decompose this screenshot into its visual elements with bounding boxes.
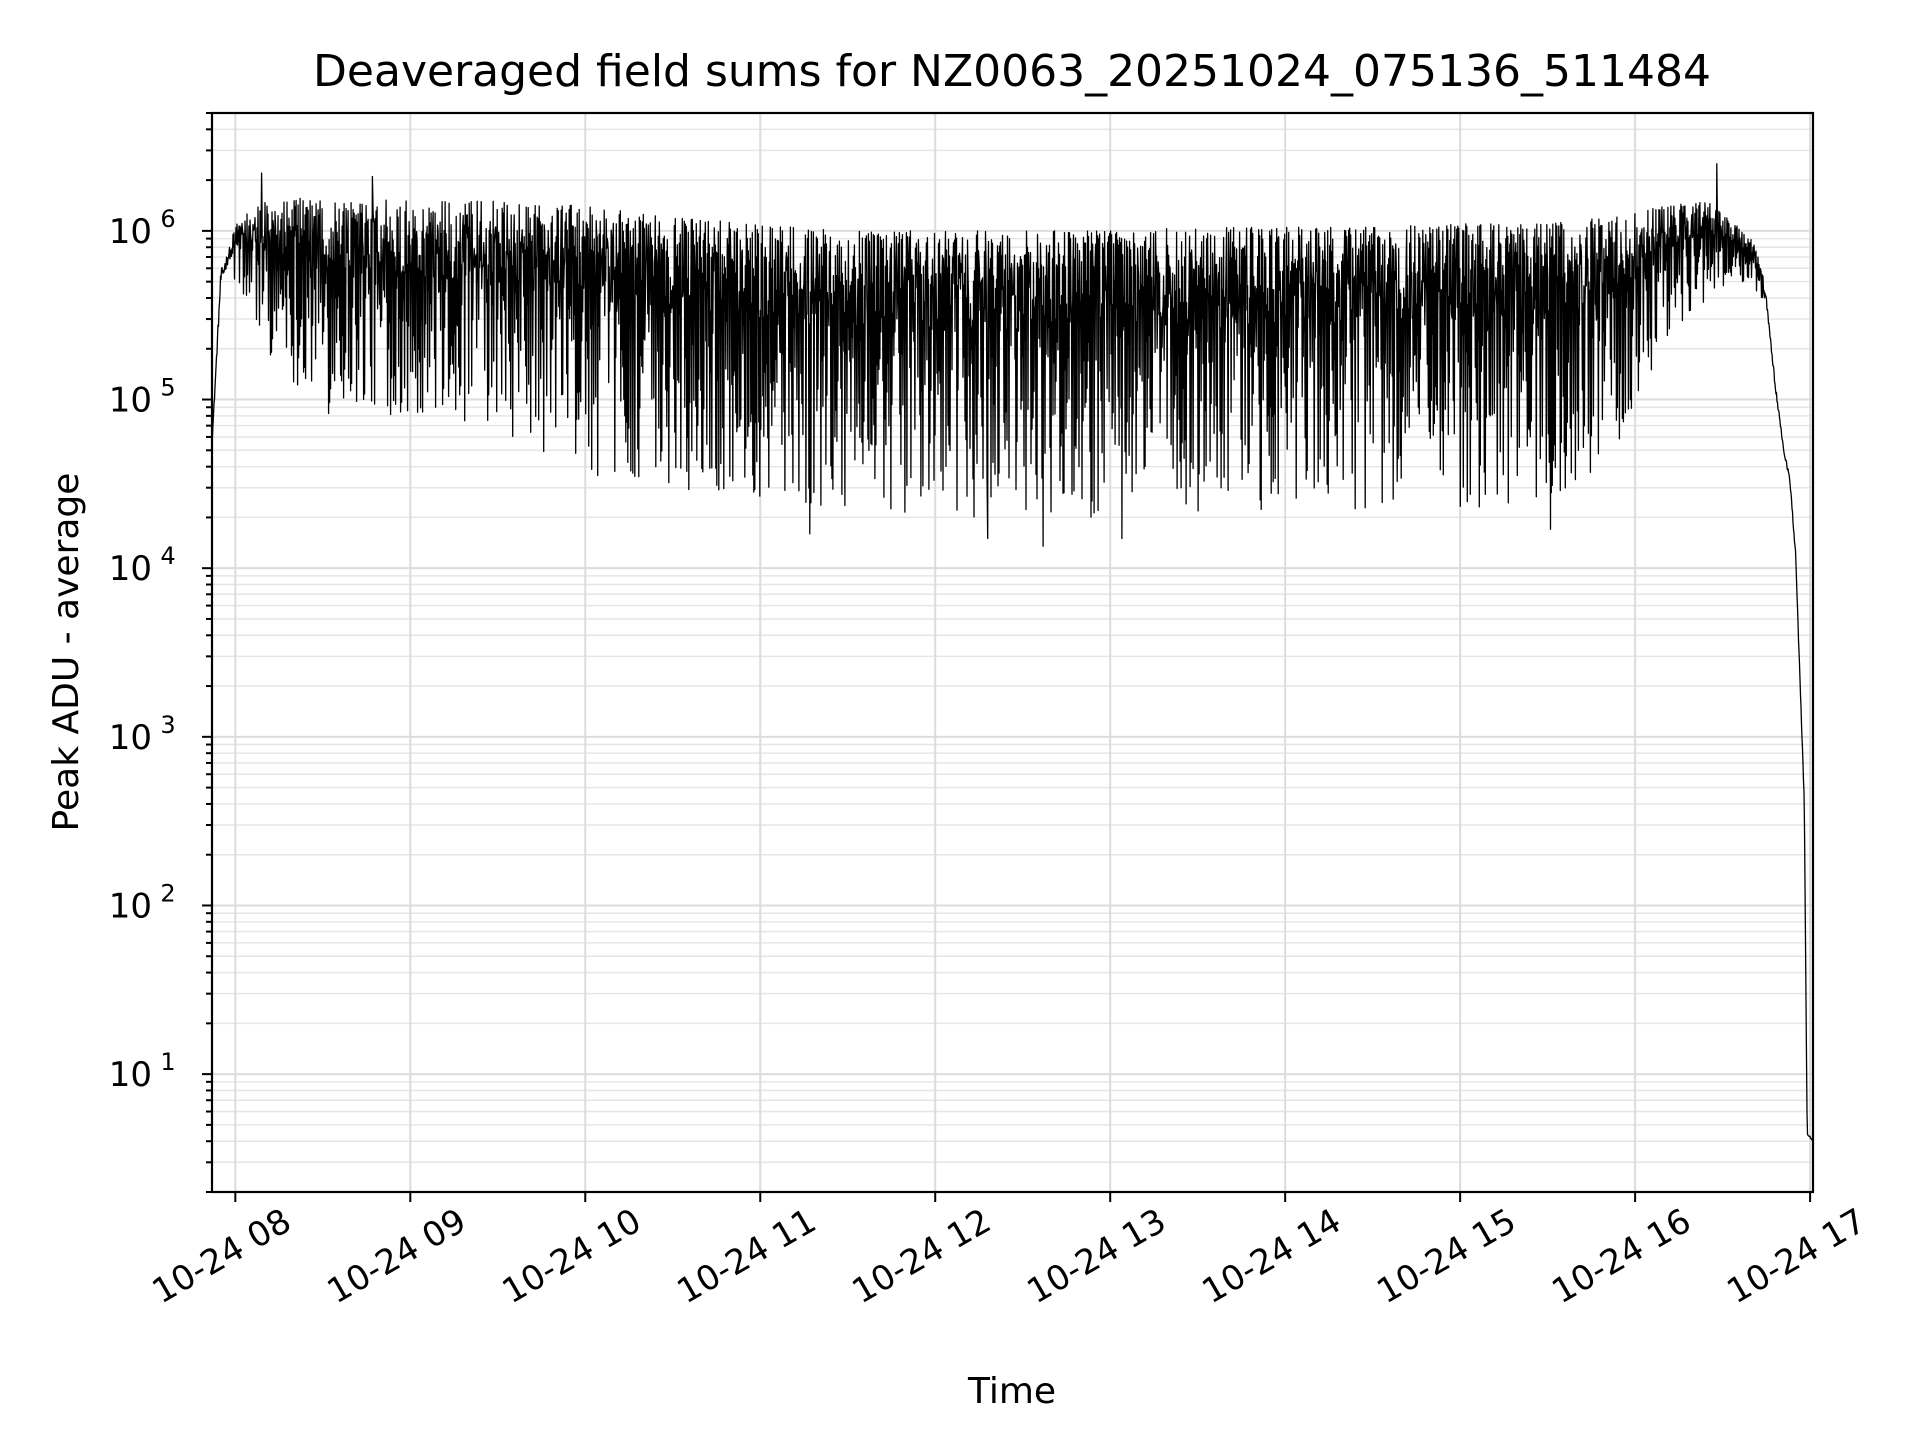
series-layer (211, 163, 1814, 1142)
y-tick-label-exponent: 6 (160, 205, 175, 233)
x-tick-label: 10-24 16 (1545, 1201, 1697, 1312)
y-tick-label-exponent: 4 (160, 542, 175, 570)
y-tick-label: 10 (109, 381, 152, 421)
tick-layer (202, 112, 1812, 1202)
x-tick-label: 10-24 14 (1195, 1201, 1347, 1312)
y-tick-label: 10 (109, 212, 152, 252)
x-tick-label: 10-24 17 (1720, 1201, 1872, 1312)
y-tick-label: 10 (109, 1055, 152, 1095)
x-tick-label: 10-24 09 (321, 1201, 473, 1312)
x-tick-labels: 10-24 08 10-24 09 10-24 10 10-24 11 10-24 12… (146, 1201, 1873, 1312)
plot-frame (210, 111, 1815, 1194)
y-tick-label: 10 (109, 718, 152, 758)
x-tick-label: 10-24 10 (496, 1201, 648, 1312)
x-tick-label: 10-24 08 (146, 1201, 298, 1312)
y-axis-label: Peak ADU - average (46, 473, 87, 832)
series-line (211, 163, 1814, 1142)
x-tick-label: 10-24 11 (671, 1201, 823, 1312)
y-tick-label: 10 (109, 886, 152, 926)
x-axis-label: Time (967, 1371, 1056, 1412)
chart-title: Deaveraged field sums for NZ0063_2025102… (313, 46, 1711, 97)
y-tick-label: 10 (109, 549, 152, 589)
y-tick-label-exponent: 5 (160, 374, 175, 402)
y-tick-label-exponent: 3 (160, 711, 175, 739)
y-tick-label-exponent: 1 (160, 1048, 175, 1076)
y-tick-labels: 10 1 10 2 10 3 10 4 10 5 10 6 (109, 205, 176, 1095)
x-tick-label: 10-24 12 (846, 1201, 998, 1312)
x-tick-label: 10-24 13 (1020, 1201, 1172, 1312)
x-tick-label: 10-24 15 (1370, 1201, 1522, 1312)
y-tick-label-exponent: 2 (160, 879, 175, 907)
